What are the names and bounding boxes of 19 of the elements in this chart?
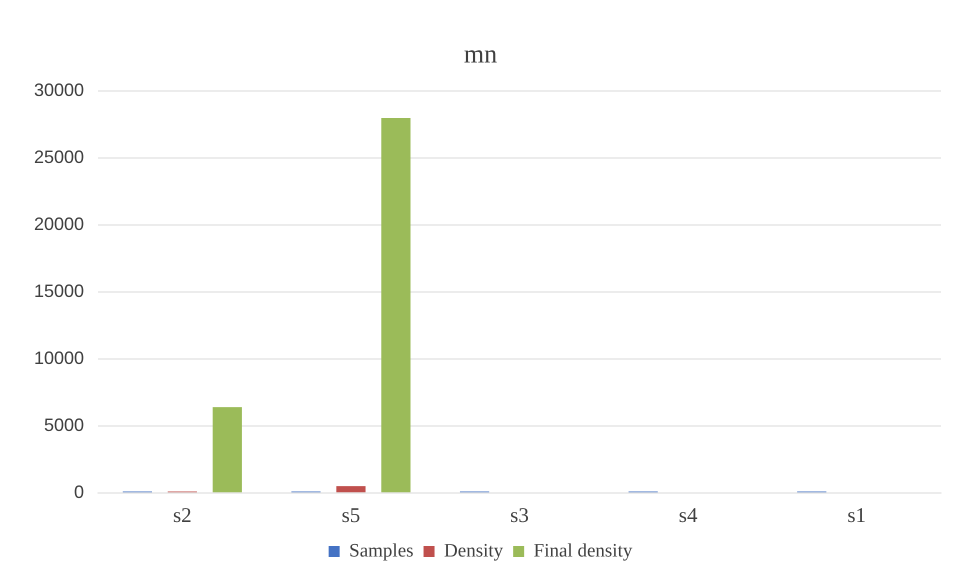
bar <box>212 407 242 492</box>
y-tick-label: 0 <box>74 482 84 502</box>
y-tick-label: 25000 <box>34 147 84 168</box>
y-tick-label: 15000 <box>34 280 84 301</box>
y-tick-label: 30000 <box>34 80 84 100</box>
legend-label: Samples <box>349 540 414 562</box>
x-tick-label: s1 <box>847 502 866 527</box>
x-tick-label: s5 <box>342 502 360 527</box>
legend-label: Final density <box>534 540 633 562</box>
bar <box>381 118 411 492</box>
x-tick-label: s4 <box>678 502 698 527</box>
legend-label: Density <box>444 540 504 562</box>
y-tick-label: 10000 <box>34 348 84 368</box>
y-tick-label: 20000 <box>34 214 84 234</box>
chart-title: mn <box>464 39 498 68</box>
x-tick-label: s2 <box>173 502 192 527</box>
x-tick-label: s3 <box>510 502 529 527</box>
y-tick-label: 5000 <box>44 414 84 435</box>
bar <box>336 486 366 492</box>
